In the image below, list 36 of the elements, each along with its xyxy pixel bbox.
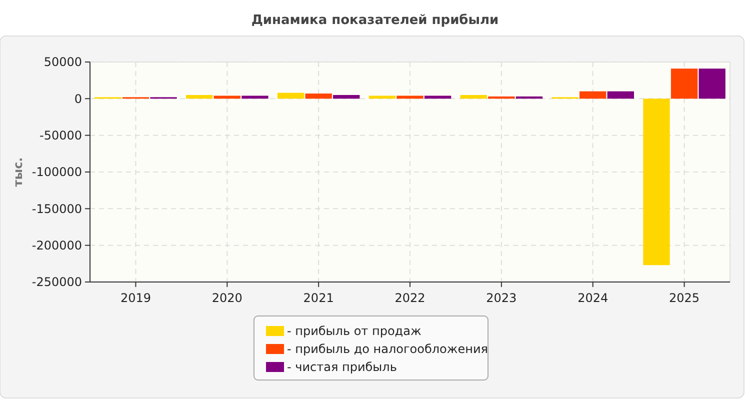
bar — [277, 92, 304, 99]
legend-label: - прибыль до налогообложения — [287, 342, 488, 356]
y-tick-label: 0 — [74, 92, 82, 106]
bar — [516, 96, 543, 99]
bar — [305, 94, 332, 99]
x-tick-label: 2022 — [394, 291, 426, 305]
x-tick-label: 2025 — [669, 291, 700, 305]
bar — [242, 96, 268, 99]
x-tick-label: 2024 — [578, 291, 608, 305]
y-tick-label: 50000 — [44, 55, 82, 70]
bar — [607, 91, 634, 99]
bar — [580, 91, 606, 99]
y-axis-title: тыс. — [11, 157, 25, 187]
bar — [396, 96, 424, 99]
chart-title: Динамика показателей прибыли — [251, 13, 499, 28]
bar — [698, 68, 726, 99]
x-tick-label: 2020 — [212, 291, 242, 305]
y-tick-label: -50000 — [39, 128, 82, 143]
bar — [214, 96, 240, 99]
bar — [670, 68, 698, 99]
y-tick-label: -250000 — [32, 275, 82, 290]
bar — [460, 95, 487, 99]
bar — [424, 96, 452, 99]
bar — [643, 98, 670, 266]
y-tick-label: -200000 — [32, 238, 82, 253]
bar — [368, 96, 396, 99]
y-tick-label: -100000 — [32, 165, 82, 180]
bar — [186, 95, 213, 99]
legend-label: - чистая прибыль — [287, 360, 397, 374]
x-tick-label: 2023 — [486, 291, 517, 305]
bar — [333, 95, 360, 99]
x-tick-label: 2019 — [120, 291, 151, 305]
legend-label: - прибыль от продаж — [287, 324, 422, 338]
x-tick-label: 2021 — [303, 291, 334, 305]
bar — [488, 96, 515, 99]
y-tick-label: -150000 — [32, 202, 82, 216]
